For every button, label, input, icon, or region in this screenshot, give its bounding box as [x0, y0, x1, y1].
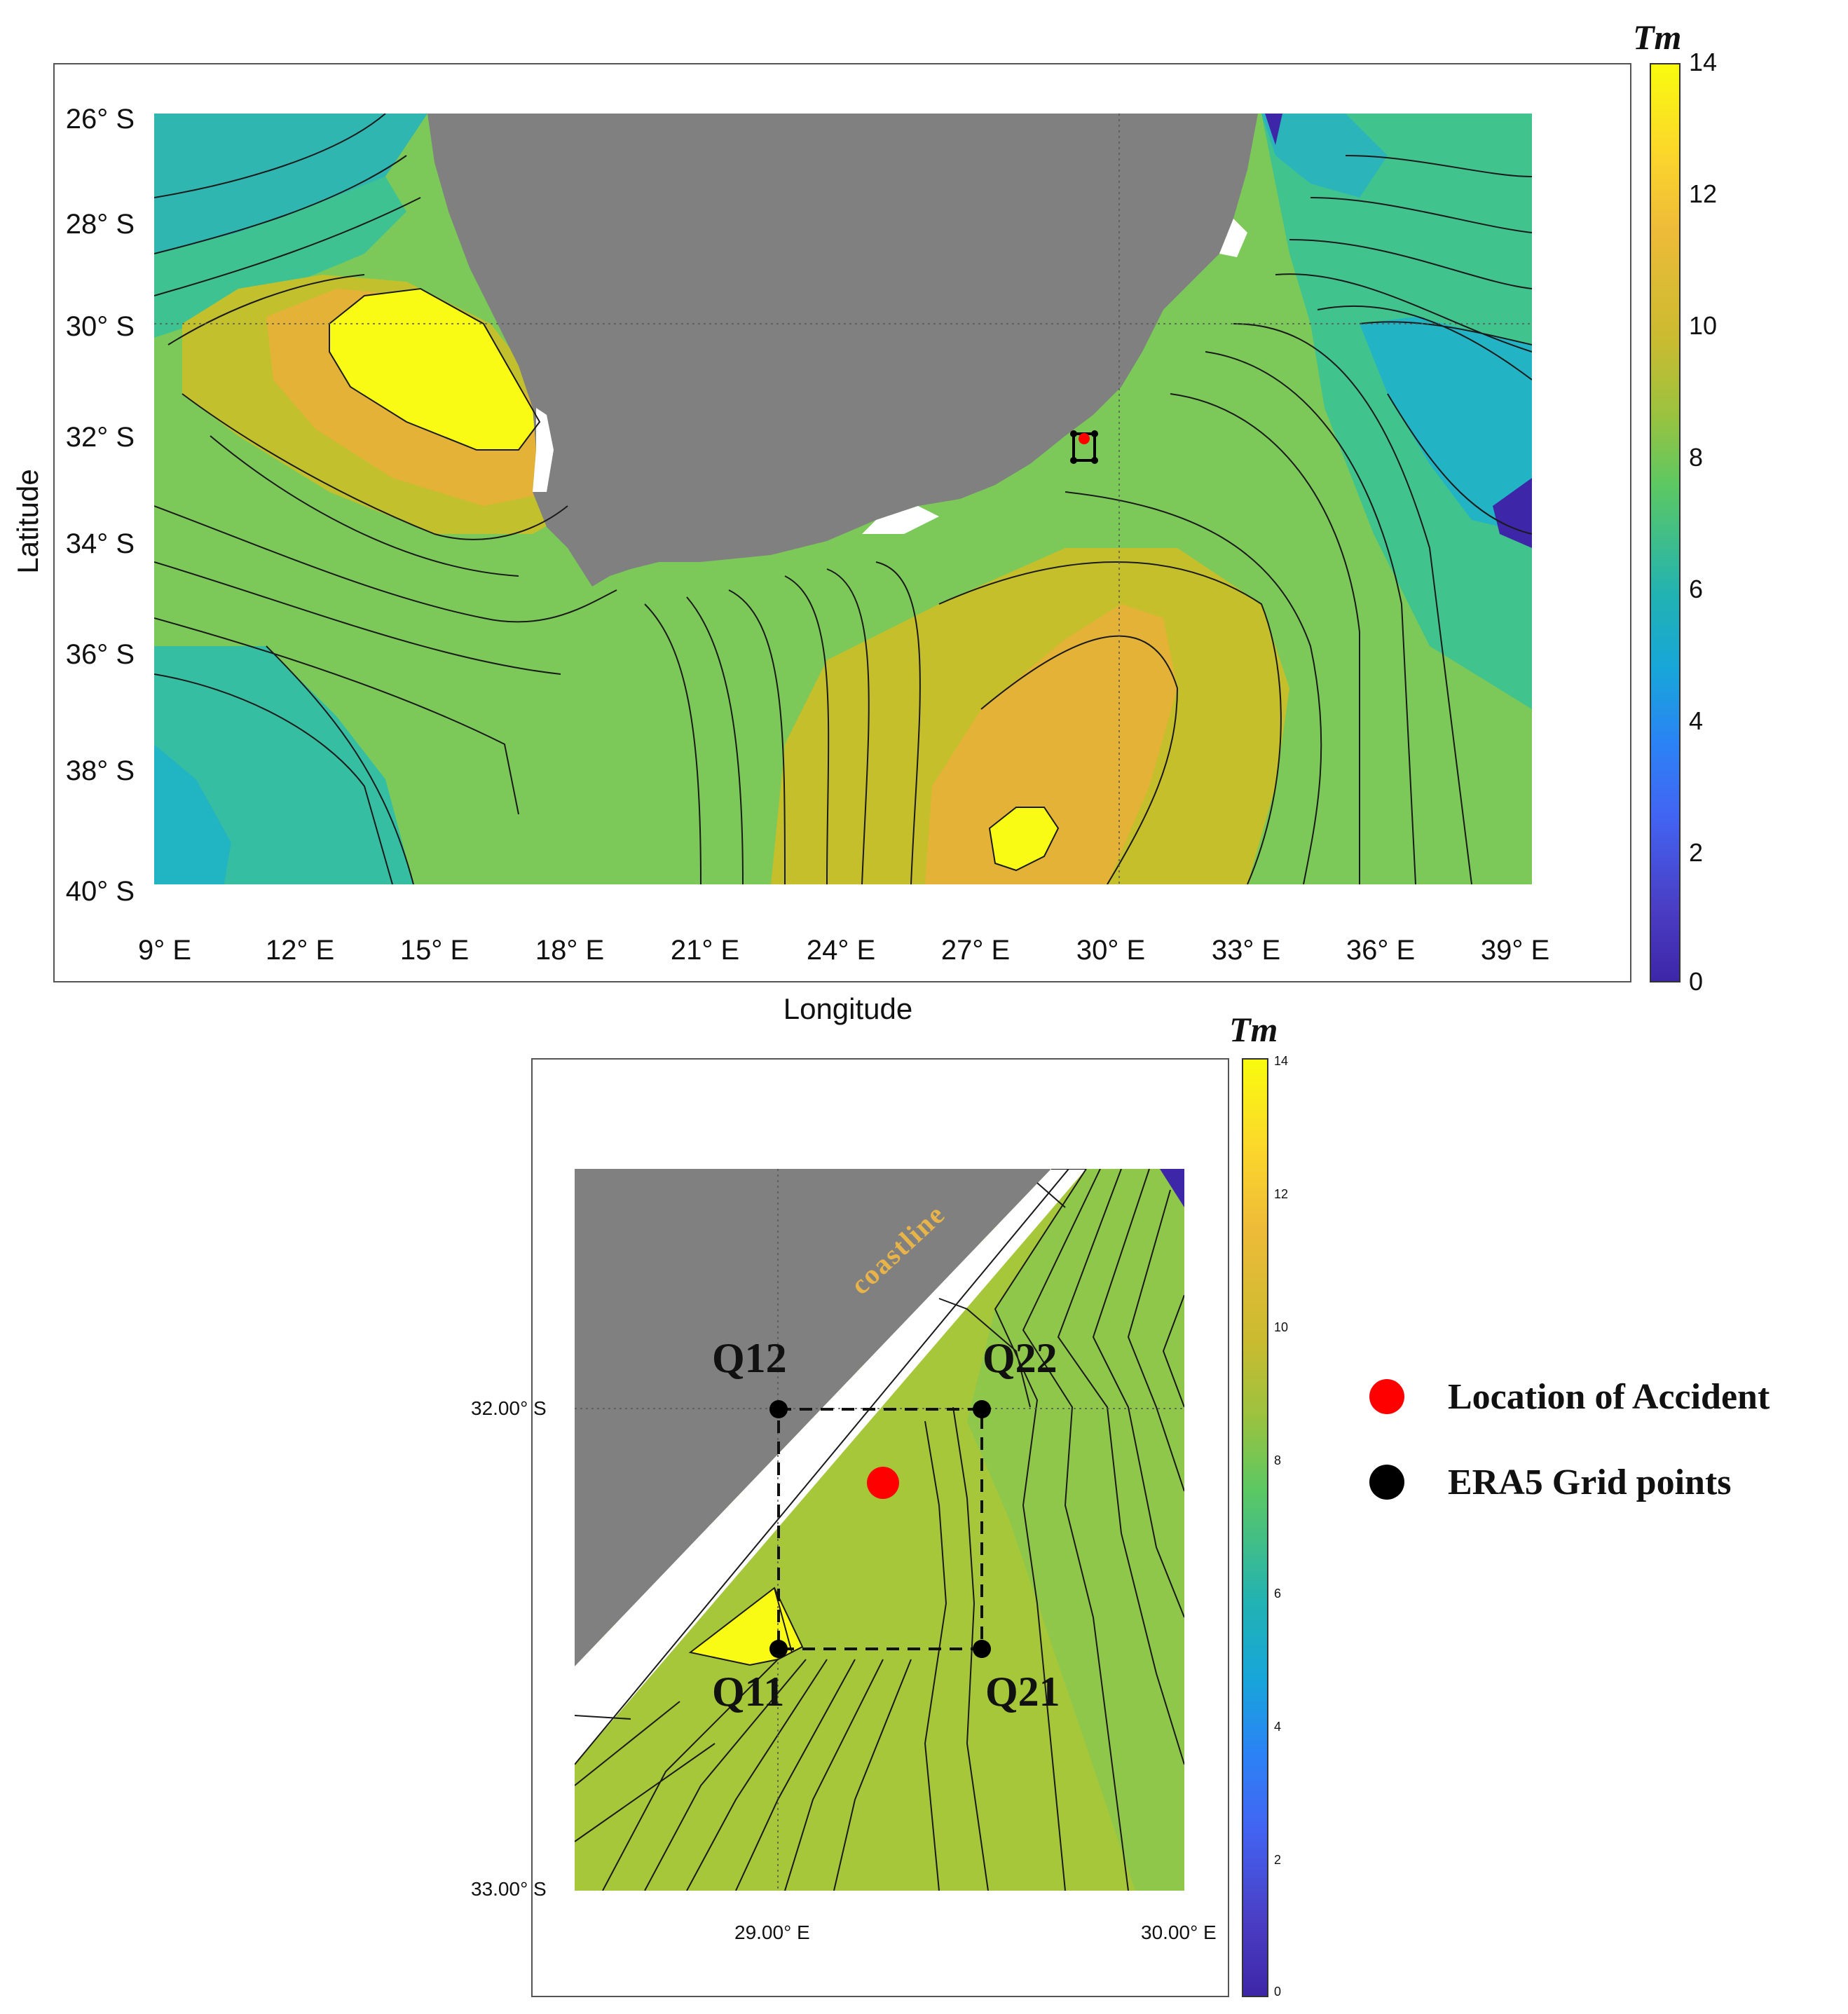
top-colorbar: [1650, 63, 1681, 982]
inset-colorbar: [1242, 1058, 1268, 1997]
top-ytick: 38° S: [65, 755, 135, 786]
top-colorbar-tick: 6: [1689, 575, 1704, 603]
top-xtick: 33° E: [1211, 935, 1281, 966]
inset-ytick: 33.00° S: [471, 1878, 547, 1900]
inset-ytick: 32.00° S: [471, 1397, 547, 1419]
top-figure-frame: [53, 63, 1631, 982]
legend-grid-label: ERA5 Grid points: [1448, 1462, 1732, 1502]
inset-colorbar-tick: 6: [1274, 1587, 1282, 1601]
top-colorbar-tick: 2: [1689, 838, 1704, 867]
legend-accident-label: Location of Accident: [1448, 1377, 1770, 1417]
q12-label: Q12: [712, 1335, 787, 1381]
inset-colorbar-tick: 12: [1274, 1187, 1289, 1201]
top-xtick: 39° E: [1480, 935, 1550, 966]
grid-point-q12: [769, 1400, 788, 1418]
top-xtick: 36° E: [1346, 935, 1416, 966]
inset-marker: [1070, 430, 1098, 464]
grid-point-q21: [973, 1640, 991, 1658]
teal-band-sw: [154, 646, 413, 884]
deep-blue-patch-east: [1493, 478, 1532, 548]
inset-colorbar-tick: 10: [1274, 1320, 1289, 1334]
grid-point-q11: [769, 1640, 788, 1658]
cyan-region-nw: [154, 114, 427, 254]
top-colorbar-title: Tm: [1633, 18, 1682, 57]
top-xtick: 24° E: [806, 935, 876, 966]
top-xtick: 15° E: [399, 935, 470, 966]
inset-colorbar-tick: 0: [1274, 1985, 1282, 1999]
q22-label: Q22: [983, 1335, 1058, 1381]
inset-green-region: [967, 1169, 1184, 1891]
coast-sliver-ne: [1219, 219, 1247, 257]
top-ytick: 30° S: [65, 311, 135, 342]
inset-xtick: 30.00° E: [1141, 1921, 1217, 1943]
inset-deep-blue-patch: [1160, 1169, 1184, 1207]
grid-cell-box: [777, 1408, 983, 1650]
top-ytick: 28° S: [65, 209, 135, 240]
contour-lines: [154, 114, 1532, 884]
top-colorbar-tick: 10: [1689, 311, 1718, 340]
top-colorbar-tick: 12: [1689, 179, 1718, 208]
top-colorbar-tick: 0: [1689, 967, 1704, 996]
cyan-region-ne: [1261, 114, 1388, 198]
top-xtick: 18° E: [535, 935, 605, 966]
coast-sliver-south: [862, 506, 939, 534]
q21-label: Q21: [985, 1669, 1060, 1715]
teal-band-nw: [154, 177, 406, 338]
top-ytick: 36° S: [65, 639, 135, 670]
inset-map: [575, 1169, 1184, 1891]
legend-grid-swatch: [1369, 1465, 1404, 1500]
cyan-region-sw: [154, 744, 231, 884]
deep-blue-patch-ne: [1265, 114, 1282, 145]
inset-colorbar-tick: 14: [1274, 1054, 1289, 1068]
inset-coast-strip: [575, 1169, 1086, 1765]
top-ytick: 40° S: [65, 876, 135, 907]
cyan-region-east: [1360, 317, 1532, 534]
top-colorbar-tick: 4: [1689, 706, 1704, 735]
yellow-region-west: [329, 289, 540, 450]
top-ytick: 32° S: [65, 422, 135, 453]
y-axis-label: Latitude: [11, 469, 44, 574]
orange-region-south: [925, 604, 1177, 884]
top-map: [154, 114, 1532, 884]
x-axis-label: Longitude: [783, 992, 913, 1025]
top-colorbar-tick: 14: [1689, 48, 1718, 76]
top-xtick: 27° E: [940, 935, 1011, 966]
inset-colorbar-tick: 8: [1274, 1453, 1282, 1467]
top-xtick: 9° E: [137, 935, 192, 966]
inset-colorbar-tick: 4: [1274, 1720, 1282, 1734]
inset-colorbar-title: Tm: [1229, 1010, 1278, 1049]
q11-label: Q11: [712, 1669, 785, 1715]
land-southern-africa: [427, 114, 1258, 587]
inset-figure-frame: [531, 1058, 1229, 1997]
top-xtick: 30° E: [1076, 935, 1146, 966]
accident-marker-top: [1079, 433, 1090, 444]
inset-colorbar-tick: 2: [1274, 1853, 1282, 1867]
top-ytick: 34° S: [65, 528, 135, 559]
top-ytick: 26° S: [65, 104, 135, 135]
inset-contour-lines: [575, 1169, 1184, 1891]
inset-xtick: 29.00° E: [734, 1921, 810, 1943]
yellow-region-south: [990, 807, 1058, 870]
coast-sliver-west: [533, 408, 554, 492]
top-colorbar-tick: 8: [1689, 443, 1704, 472]
legend-accident-swatch: [1369, 1379, 1404, 1414]
top-xtick: 21° E: [670, 935, 740, 966]
top-xtick: 12° E: [265, 935, 335, 966]
legend: Location of Accident ERA5 Grid points: [1367, 1374, 1843, 1514]
teal-region-east: [1261, 114, 1532, 709]
accident-marker: [867, 1467, 899, 1499]
grid-point-q22: [973, 1400, 991, 1418]
